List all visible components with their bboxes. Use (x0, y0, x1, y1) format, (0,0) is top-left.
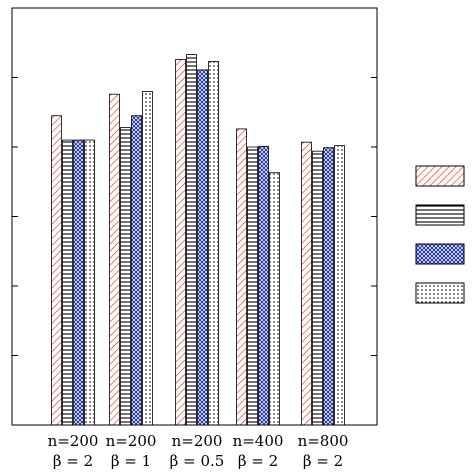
x-tick-label-0-line1: n=200 (48, 432, 99, 450)
bar-dotted-3 (269, 172, 280, 426)
x-tick-label-1-line2: β = 1 (111, 452, 151, 470)
bar-dotted-2 (208, 61, 219, 426)
bar-crosshatch-blue-4 (323, 147, 334, 426)
x-tick-label-3-line1: n=400 (233, 432, 284, 450)
legend-swatch-horizontal-lines (415, 204, 465, 226)
x-tick-label-2-line1: n=200 (172, 432, 223, 450)
bar-diagonal-red-1 (109, 93, 120, 426)
bar-horizontal-lines-0 (62, 139, 73, 426)
bar-crosshatch-blue-0 (73, 139, 84, 426)
legend (415, 165, 465, 304)
bar-diagonal-red-4 (301, 141, 312, 426)
bar-crosshatch-blue-2 (197, 69, 208, 426)
x-tick-label-0-line2: β = 2 (53, 452, 93, 470)
legend-swatch-crosshatch-blue (415, 243, 465, 265)
x-tick-label-2-line2: β = 0.5 (170, 452, 225, 470)
bar-horizontal-lines-3 (247, 146, 258, 426)
x-tick-label-1-line1: n=200 (106, 432, 157, 450)
bar-diagonal-red-0 (51, 115, 62, 426)
bar-horizontal-lines-1 (120, 127, 131, 426)
bar-dotted-4 (334, 145, 345, 426)
legend-swatch-diagonal-red (415, 165, 465, 187)
x-tick-label-4-line2: β = 2 (303, 452, 343, 470)
legend-swatch-dotted (415, 282, 465, 304)
bar-crosshatch-blue-1 (131, 115, 142, 426)
bar-diagonal-red-2 (175, 59, 186, 426)
x-tick-label-3-line2: β = 2 (238, 452, 278, 470)
bar-horizontal-lines-4 (312, 150, 323, 426)
bar-horizontal-lines-2 (186, 54, 197, 426)
bar-dotted-1 (142, 91, 153, 426)
bar-dotted-0 (84, 139, 95, 426)
plot-frame (11, 7, 378, 426)
bar-diagonal-red-3 (236, 128, 247, 426)
bar-crosshatch-blue-3 (258, 145, 269, 426)
x-tick-label-4-line1: n=800 (298, 432, 349, 450)
